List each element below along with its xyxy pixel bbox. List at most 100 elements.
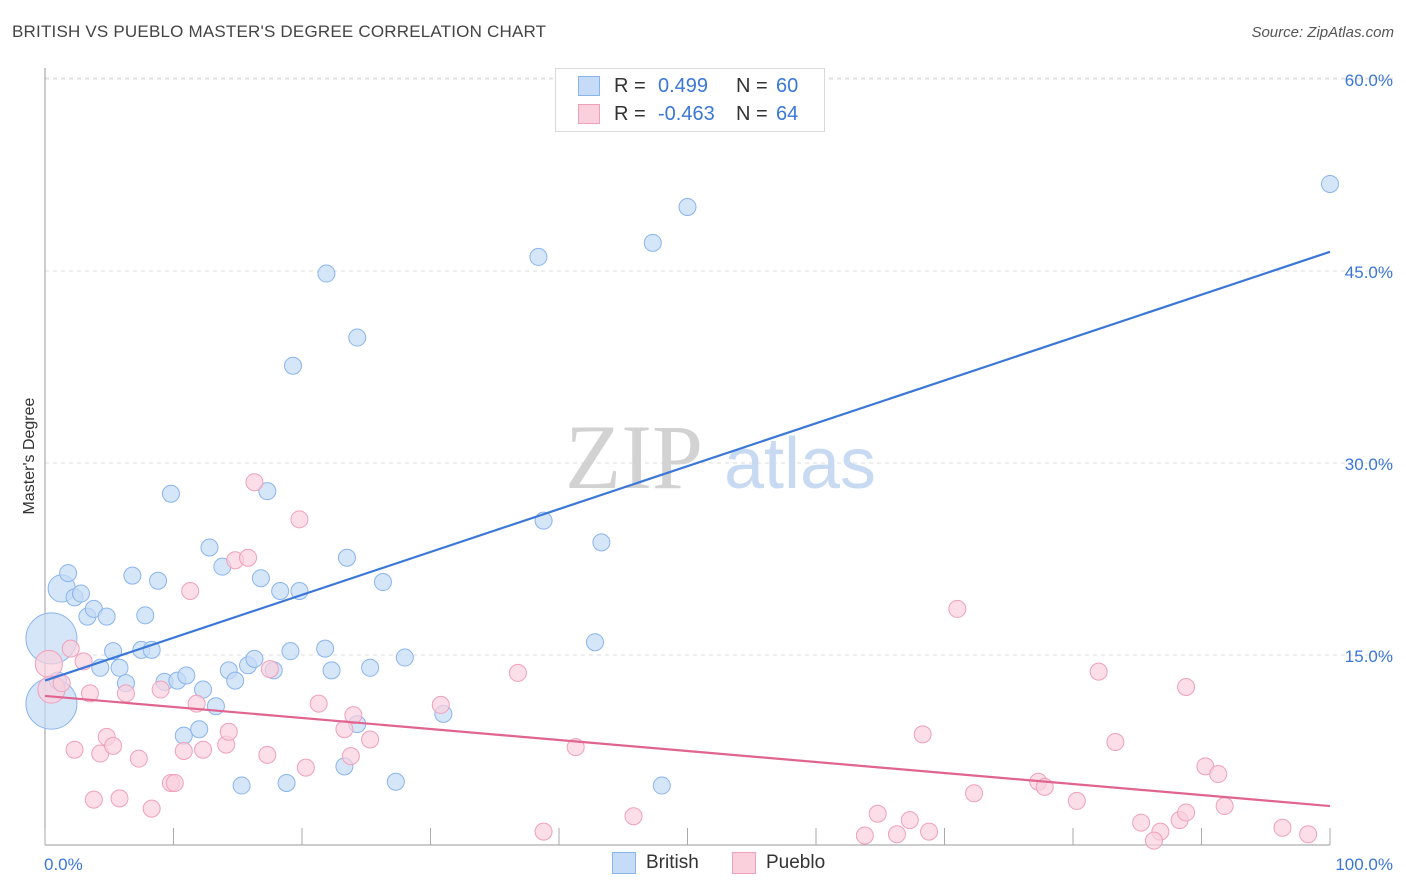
data-point-british (322, 661, 341, 680)
data-point-pueblo (245, 473, 264, 492)
data-point-british (337, 548, 356, 567)
data-point-pueblo (1177, 803, 1196, 822)
data-point-british (585, 633, 604, 652)
data-point-pueblo (1144, 831, 1163, 850)
data-point-british (136, 606, 155, 625)
legend-r-value: -0.463 (658, 102, 715, 125)
data-point-british (643, 233, 662, 252)
legend-n-label: N = (736, 102, 768, 125)
data-point-british (281, 642, 300, 661)
data-point-british (386, 772, 405, 791)
data-point-pueblo (1299, 825, 1318, 844)
legend-n-label: N = (736, 74, 768, 97)
data-point-british (277, 774, 296, 792)
trend-line-british (44, 250, 1331, 682)
x-tick-label-end: 100.0% (1335, 855, 1393, 874)
data-point-pueblo (290, 510, 309, 529)
data-point-british (373, 573, 392, 592)
data-point-british (123, 566, 142, 585)
data-point-pueblo (84, 790, 103, 809)
data-point-pueblo (900, 811, 919, 830)
data-point-pueblo (296, 758, 315, 777)
data-point-pueblo (1273, 818, 1292, 837)
data-point-pueblo (1209, 765, 1228, 784)
data-point-pueblo (1089, 662, 1108, 681)
series-label-pueblo: Pueblo (766, 852, 826, 873)
data-point-pueblo (104, 736, 123, 755)
data-point-pueblo (566, 738, 585, 757)
watermark-atlas: atlas (724, 424, 876, 504)
trend-lines (44, 250, 1331, 808)
series-label-british: British (646, 852, 699, 873)
source-label: Source: ZipAtlas.com (1251, 24, 1394, 41)
series-swatch-british (612, 852, 636, 874)
data-point-pueblo (624, 807, 643, 826)
series-legend: British Pueblo (0, 852, 1406, 876)
data-point-british (316, 639, 335, 658)
data-point-british (97, 607, 116, 626)
data-point-pueblo (110, 789, 129, 808)
data-point-pueblo (80, 684, 99, 703)
data-point-british (284, 356, 303, 375)
data-point-british (190, 720, 209, 739)
data-point-british (174, 726, 193, 745)
data-point-british (529, 247, 548, 266)
data-point-pueblo (920, 822, 939, 841)
data-point-pueblo (1215, 797, 1234, 816)
data-point-british (161, 484, 180, 503)
legend-swatch-pueblo (578, 104, 600, 124)
trend-line-pueblo (44, 694, 1331, 808)
data-point-british (395, 648, 414, 667)
data-point-pueblo (165, 774, 184, 792)
data-point-pueblo (1106, 733, 1125, 752)
data-point-british (200, 538, 219, 557)
data-point-british (361, 658, 380, 677)
legend-swatch-british (578, 76, 600, 96)
data-point-pueblo (219, 722, 238, 741)
y-tick-label: 60.0% (1345, 71, 1393, 90)
legend-r-label: R = (614, 74, 646, 97)
data-point-pueblo (534, 822, 553, 841)
data-point-pueblo (1067, 791, 1086, 810)
watermark: ZIP atlas (565, 406, 876, 508)
data-point-pueblo (508, 663, 527, 682)
data-point-pueblo (194, 740, 213, 759)
watermark-zip: ZIP (565, 406, 703, 508)
data-point-pueblo (965, 784, 984, 803)
data-point-british (71, 584, 90, 603)
legend: R = 0.499 N = 60 R = -0.463 N = 64 (555, 68, 825, 132)
data-point-british (678, 198, 697, 216)
data-point-pueblo (174, 742, 193, 760)
data-point-pueblo (116, 684, 135, 703)
legend-n-value: 64 (776, 102, 799, 125)
y-tick-label: 45.0% (1345, 263, 1393, 282)
legend-row-british: R = 0.499 N = 60 (578, 74, 798, 98)
data-point-pueblo (260, 660, 279, 679)
data-point-pueblo (887, 825, 906, 844)
data-point-pueblo (361, 730, 380, 749)
data-point-british (232, 776, 251, 795)
data-point-british (149, 571, 168, 590)
data-point-british (177, 666, 196, 685)
data-point-pueblo (309, 694, 328, 713)
legend-n-value: 60 (776, 74, 799, 97)
data-point-british (59, 564, 78, 583)
legend-r-label: R = (614, 102, 646, 125)
data-points (25, 174, 1339, 850)
data-point-pueblo (431, 695, 450, 714)
data-point-british (110, 658, 129, 677)
series-legend-british: British (612, 852, 699, 874)
data-point-british (317, 264, 336, 283)
data-point-pueblo (151, 680, 170, 699)
data-point-british (271, 582, 290, 600)
data-point-pueblo (948, 599, 967, 618)
axes (44, 68, 1331, 846)
data-point-british (245, 649, 264, 668)
chart-title: BRITISH VS PUEBLO MASTER'S DEGREE CORREL… (12, 22, 547, 41)
gridlines (45, 77, 1394, 656)
data-point-british (652, 776, 671, 795)
data-point-pueblo (913, 725, 932, 744)
data-point-pueblo (1177, 678, 1196, 696)
y-axis-label: Master's Degree (21, 397, 38, 514)
